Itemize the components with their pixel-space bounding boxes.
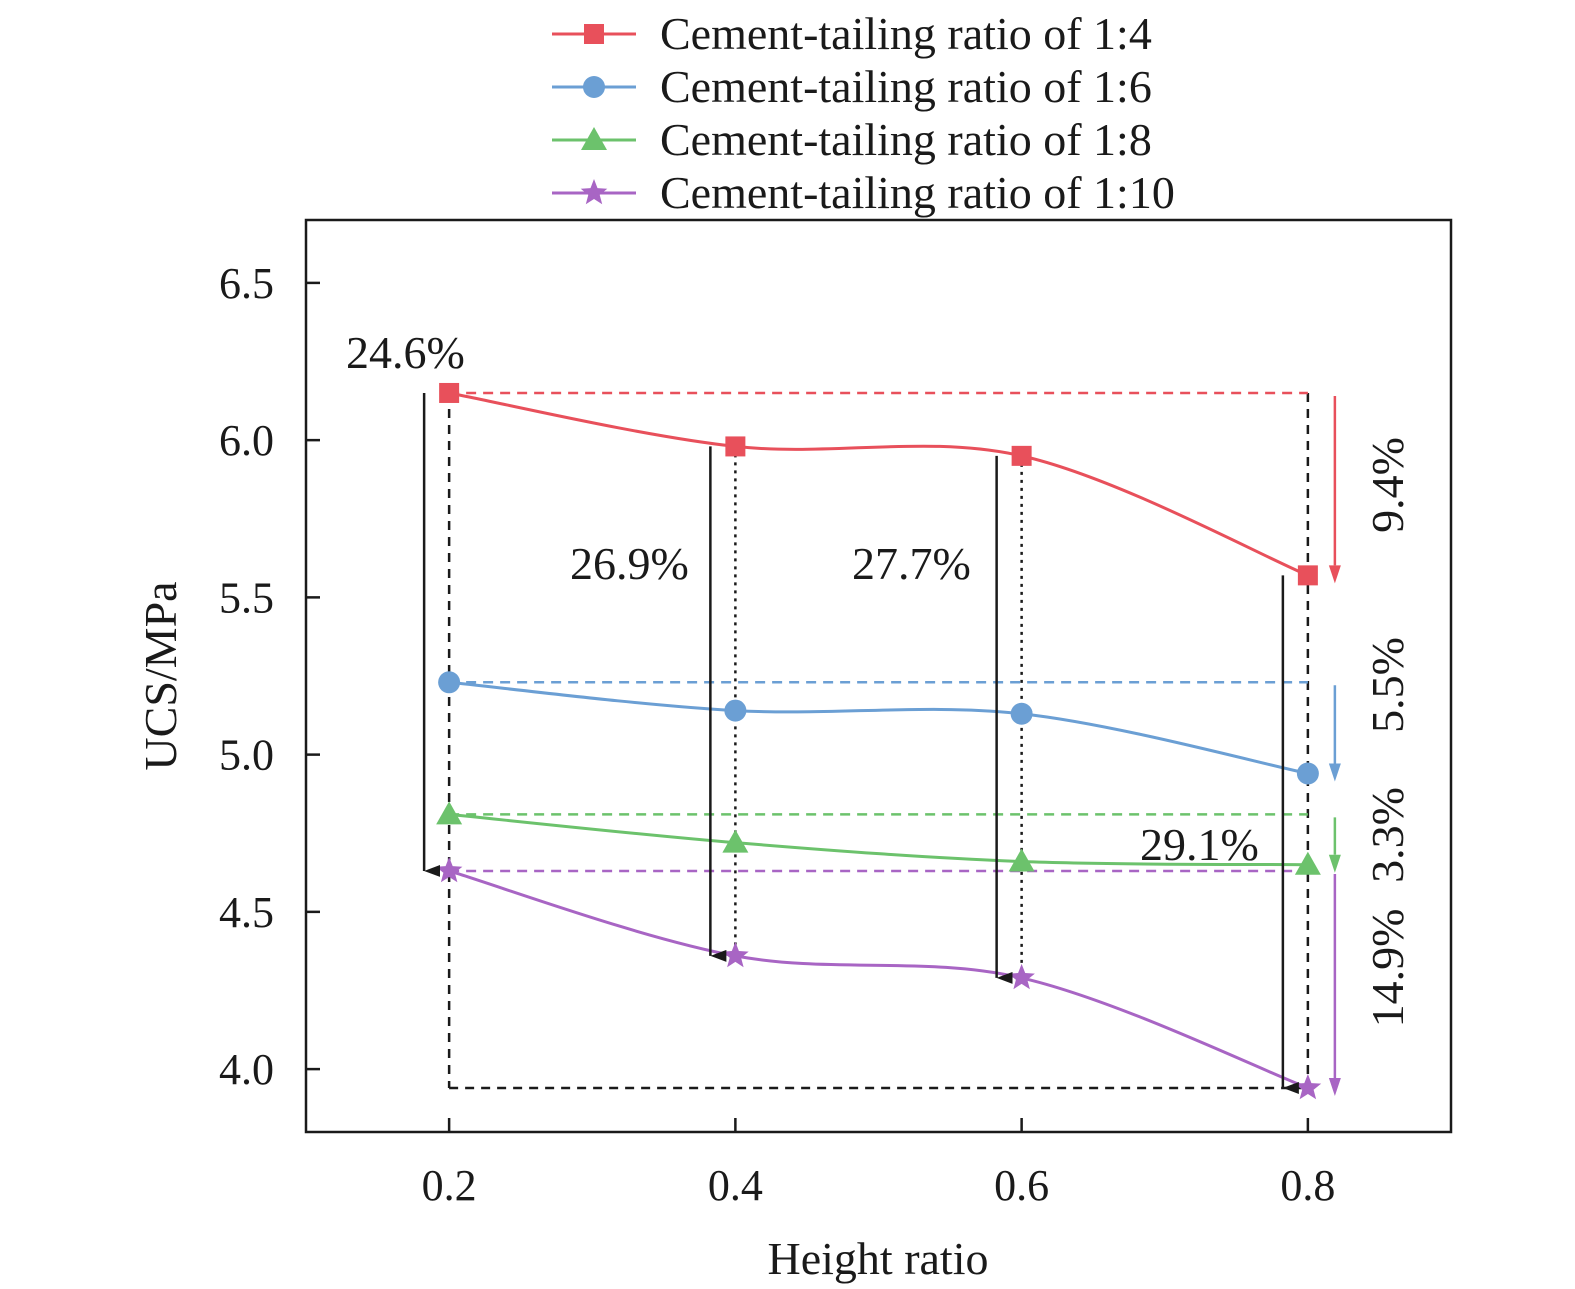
- point-s1-2: [725, 436, 746, 457]
- legend-item-1: Cement-tailing ratio of 1:4: [552, 8, 1152, 59]
- annotation-series-drop-3: 3.3%: [1362, 787, 1413, 883]
- series-line-3: [448, 812, 1308, 867]
- series-line-2: [448, 680, 1309, 775]
- y-tick-label-6: 6.5: [219, 259, 274, 308]
- legend-item-4: Cement-tailing ratio of 1:10: [552, 167, 1175, 218]
- x-tick-label-3: 0.6: [994, 1161, 1049, 1210]
- annotation-series-drop-4: 14.9%: [1362, 909, 1413, 1028]
- series-arrow-head-3: [1328, 854, 1341, 873]
- legend-label-4: Cement-tailing ratio of 1:10: [660, 167, 1175, 218]
- legend-label-3: Cement-tailing ratio of 1:8: [660, 114, 1152, 165]
- point-s4-4: [1294, 1074, 1322, 1100]
- x-axis: 0.2 0.4 0.6 0.8: [422, 1118, 1335, 1210]
- point-s1-4: [1297, 565, 1318, 586]
- annotation-series-drop-1: 9.4%: [1362, 437, 1413, 533]
- point-s1-1: [439, 382, 460, 403]
- x-tick-label-1: 0.2: [422, 1161, 477, 1210]
- arrows-layer: [422, 392, 1341, 1096]
- point-s3-2: [722, 829, 749, 853]
- y-tick-label-4: 5.5: [219, 573, 274, 622]
- point-s3-4: [1294, 851, 1321, 875]
- legend: Cement-tailing ratio of 1:4Cement-tailin…: [552, 8, 1175, 218]
- x-tick-label-4: 0.8: [1280, 1161, 1335, 1210]
- series-layer: [435, 382, 1322, 1100]
- x-axis-label: Height ratio: [768, 1233, 989, 1284]
- legend-item-2: Cement-tailing ratio of 1:6: [552, 61, 1152, 112]
- annotation-drop-1: 24.6%: [346, 327, 465, 378]
- point-s1-3: [1011, 445, 1032, 466]
- point-s3-3: [1008, 848, 1035, 872]
- legend-item-3: Cement-tailing ratio of 1:8: [552, 114, 1152, 165]
- legend-marker-2: [583, 76, 605, 98]
- series-line-4: [448, 869, 1309, 1090]
- y-tick-label-3: 5.0: [219, 731, 274, 780]
- annotation-drop-4: 29.1%: [1140, 819, 1259, 870]
- point-s2-1: [438, 671, 461, 694]
- point-s2-4: [1296, 762, 1319, 785]
- point-s2-2: [724, 699, 747, 722]
- legend-label-2: Cement-tailing ratio of 1:6: [660, 61, 1152, 112]
- series-arrow-head-2: [1328, 763, 1341, 782]
- y-axis: 4.0 4.5 5.0 5.5 6.0 6.5: [219, 259, 320, 1094]
- point-s4-1: [435, 857, 463, 883]
- guide-lines: [447, 391, 1310, 1090]
- series-arrow-head-1: [1328, 565, 1341, 584]
- annotation-series-drop-2: 5.5%: [1362, 637, 1413, 733]
- annotation-drop-2: 26.9%: [570, 538, 689, 589]
- legend-marker-3: [581, 127, 607, 150]
- y-tick-label-2: 4.5: [219, 888, 274, 937]
- series-line-1: [448, 391, 1309, 577]
- point-s4-3: [1008, 963, 1035, 990]
- legend-marker-1: [584, 24, 604, 44]
- y-tick-label-5: 6.0: [219, 416, 274, 465]
- legend-label-1: Cement-tailing ratio of 1:4: [660, 8, 1152, 59]
- series-arrow-head-4: [1328, 1077, 1341, 1096]
- y-tick-label-1: 4.0: [219, 1045, 274, 1094]
- point-s3-1: [436, 801, 463, 825]
- x-tick-label-2: 0.4: [708, 1161, 763, 1210]
- point-s4-2: [722, 941, 749, 968]
- annotation-drop-3: 27.7%: [852, 538, 971, 589]
- point-s2-3: [1010, 702, 1033, 725]
- legend-marker-4: [580, 179, 608, 205]
- plot-frame: [304, 218, 1453, 1134]
- y-axis-label: UCS/MPa: [135, 581, 186, 770]
- annotations: 24.6% 26.9% 27.7% 29.1% 9.4% 5.5% 3.3% 14.9%: [346, 327, 1413, 1027]
